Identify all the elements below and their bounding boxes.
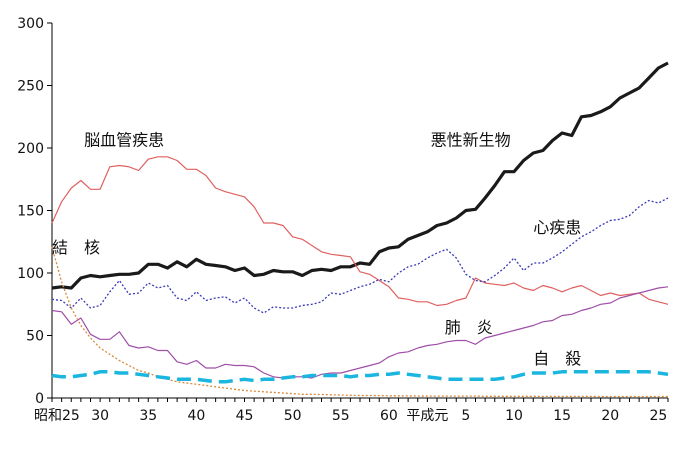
- chart-axes: 0 50 100 150 200 250 300 昭和25 30 35 40 45 50 55 60 平成元 5…: [17, 16, 669, 424]
- x-tick-label: 昭和25: [34, 408, 80, 424]
- x-tick-label: 30: [91, 408, 109, 424]
- y-tick-label: 0: [35, 391, 44, 407]
- x-tick-label: 35: [139, 408, 157, 424]
- x-tick-label: 25: [649, 408, 667, 424]
- x-tick-label: 平成元: [406, 408, 448, 424]
- series-line-4: [51, 286, 669, 379]
- x-tick-label: 45: [236, 408, 254, 424]
- x-tick-label: 40: [187, 408, 205, 424]
- x-tick-label: 60: [380, 408, 398, 424]
- series-label-1: 脳血管疾患: [84, 130, 164, 149]
- y-tick-label: 300: [17, 16, 44, 32]
- series-line-6: [51, 370, 669, 384]
- x-tick-label: 5: [461, 408, 470, 424]
- x-tick-label: 20: [601, 408, 619, 424]
- series-line-1: [51, 61, 669, 290]
- series-label-5: 肺 炎: [445, 318, 493, 337]
- y-tick-label: 100: [17, 266, 44, 282]
- series-line-2: [51, 156, 669, 307]
- x-tick-label: 50: [284, 408, 302, 424]
- chart-series-layer: [51, 61, 669, 398]
- series-label-4: 結 核: [52, 238, 100, 257]
- x-tick-label: 10: [505, 408, 523, 424]
- series-label-2: 悪性新生物: [431, 130, 511, 149]
- y-tick-label: 250: [17, 79, 44, 95]
- series-line-3: [51, 197, 669, 314]
- y-tick-label: 200: [17, 141, 44, 157]
- y-tick-label: 150: [17, 204, 44, 220]
- y-tick-label: 50: [26, 329, 44, 345]
- series-label-3: 心疾患: [533, 218, 581, 237]
- series-label-6: 自 殺: [533, 349, 581, 368]
- x-tick-label: 15: [553, 408, 571, 424]
- x-tick-label: 55: [332, 408, 350, 424]
